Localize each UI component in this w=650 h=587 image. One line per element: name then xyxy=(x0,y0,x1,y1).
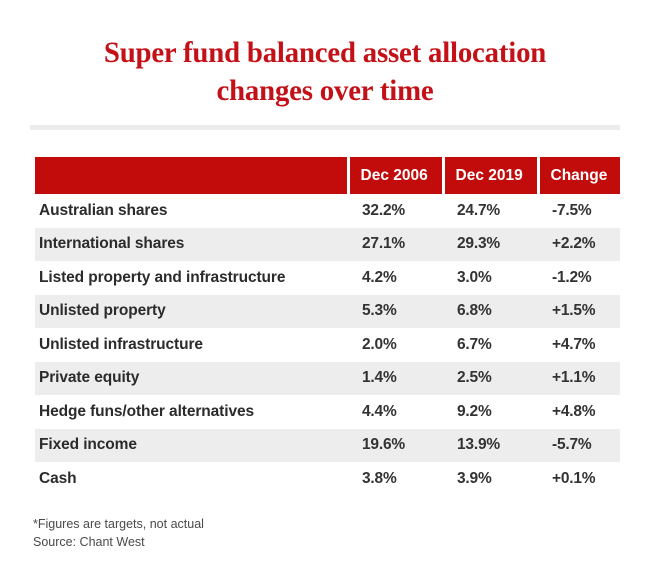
cell-dec-2006: 32.2% xyxy=(362,201,405,219)
cell-dec-2006: 2.0% xyxy=(362,335,397,353)
cell-change: +4.7% xyxy=(552,335,596,353)
footnote-source: Source: Chant West xyxy=(33,535,145,550)
allocation-table: Dec 2006 Dec 2019 Change Australian shar… xyxy=(35,157,620,496)
cell-asset-class: Fixed income xyxy=(35,428,348,462)
allocation-table-wrap: Dec 2006 Dec 2019 Change Australian shar… xyxy=(35,157,620,496)
cell-change: +1.1% xyxy=(538,361,620,395)
title-block: Super fund balanced asset allocation cha… xyxy=(0,0,650,109)
cell-dec-2019: 24.7% xyxy=(457,201,500,219)
page-title: Super fund balanced asset allocation cha… xyxy=(71,34,580,109)
column-header-dec-2006: Dec 2006 xyxy=(348,157,445,194)
table-row: Hedge funs/other alternatives 4.4% 9.2% … xyxy=(35,395,620,429)
cell-dec-2019: 9.2% xyxy=(457,402,492,420)
column-header-dec-2019: Dec 2019 xyxy=(443,157,540,194)
cell-dec-2006: 1.4% xyxy=(348,361,443,395)
cell-asset-class: Unlisted infrastructure xyxy=(39,335,203,353)
cell-asset-class: International shares xyxy=(35,227,348,261)
table-row: Unlisted property 5.3% 6.8% +1.5% xyxy=(35,294,620,328)
cell-change: +0.1% xyxy=(552,469,596,487)
cell-dec-2019: 3.0% xyxy=(457,268,492,286)
cell-asset-class: Cash xyxy=(39,469,77,487)
cell-dec-2006: 3.8% xyxy=(362,469,397,487)
cell-dec-2006: 19.6% xyxy=(348,428,443,462)
table-row: Australian shares 32.2% 24.7% -7.5% xyxy=(35,194,620,228)
cell-dec-2006: 5.3% xyxy=(348,294,443,328)
table-body: Australian shares 32.2% 24.7% -7.5% Inte… xyxy=(35,194,620,496)
table-row: Private equity 1.4% 2.5% +1.1% xyxy=(35,361,620,395)
cell-dec-2019: 6.7% xyxy=(457,335,492,353)
cell-asset-class: Listed property and infrastructure xyxy=(39,268,286,286)
page-title-line-2: changes over time xyxy=(216,73,434,107)
table-row: Cash 3.8% 3.9% +0.1% xyxy=(35,462,620,496)
cell-dec-2019: 3.9% xyxy=(457,469,492,487)
footnote-figures-note: *Figures are targets, not actual xyxy=(33,517,204,531)
table-row: Unlisted infrastructure 2.0% 6.7% +4.7% xyxy=(35,328,620,362)
cell-dec-2006: 27.1% xyxy=(348,227,443,261)
table-header: Dec 2006 Dec 2019 Change xyxy=(35,157,620,194)
cell-dec-2006: 4.4% xyxy=(362,402,397,420)
footnotes: *Figures are targets, not actual Source:… xyxy=(33,515,204,551)
cell-dec-2019: 29.3% xyxy=(443,227,538,261)
cell-dec-2006: 4.2% xyxy=(362,268,397,286)
cell-change: -7.5% xyxy=(552,201,592,219)
table-row: Listed property and infrastructure 4.2% … xyxy=(35,261,620,295)
table-header-row: Dec 2006 Dec 2019 Change xyxy=(35,157,620,194)
page-title-line-1: Super fund balanced asset allocation xyxy=(103,36,547,69)
cell-asset-class: Private equity xyxy=(35,361,348,395)
cell-dec-2019: 6.8% xyxy=(443,294,538,328)
cell-change: +1.5% xyxy=(538,294,620,328)
column-header-change: Change xyxy=(538,157,620,194)
cell-dec-2019: 13.9% xyxy=(443,428,538,462)
cell-change: -5.7% xyxy=(538,428,620,462)
cell-change: -1.2% xyxy=(552,268,592,286)
column-header-asset-class xyxy=(35,157,350,194)
cell-dec-2019: 2.5% xyxy=(443,361,538,395)
cell-asset-class: Hedge funs/other alternatives xyxy=(39,402,255,420)
table-row: Fixed income 19.6% 13.9% -5.7% xyxy=(35,428,620,462)
cell-asset-class: Unlisted property xyxy=(35,294,348,328)
cell-change: +2.2% xyxy=(538,227,620,261)
cell-asset-class: Australian shares xyxy=(39,201,168,219)
title-divider xyxy=(30,125,620,130)
cell-change: +4.8% xyxy=(552,402,596,420)
table-row: International shares 27.1% 29.3% +2.2% xyxy=(35,227,620,261)
